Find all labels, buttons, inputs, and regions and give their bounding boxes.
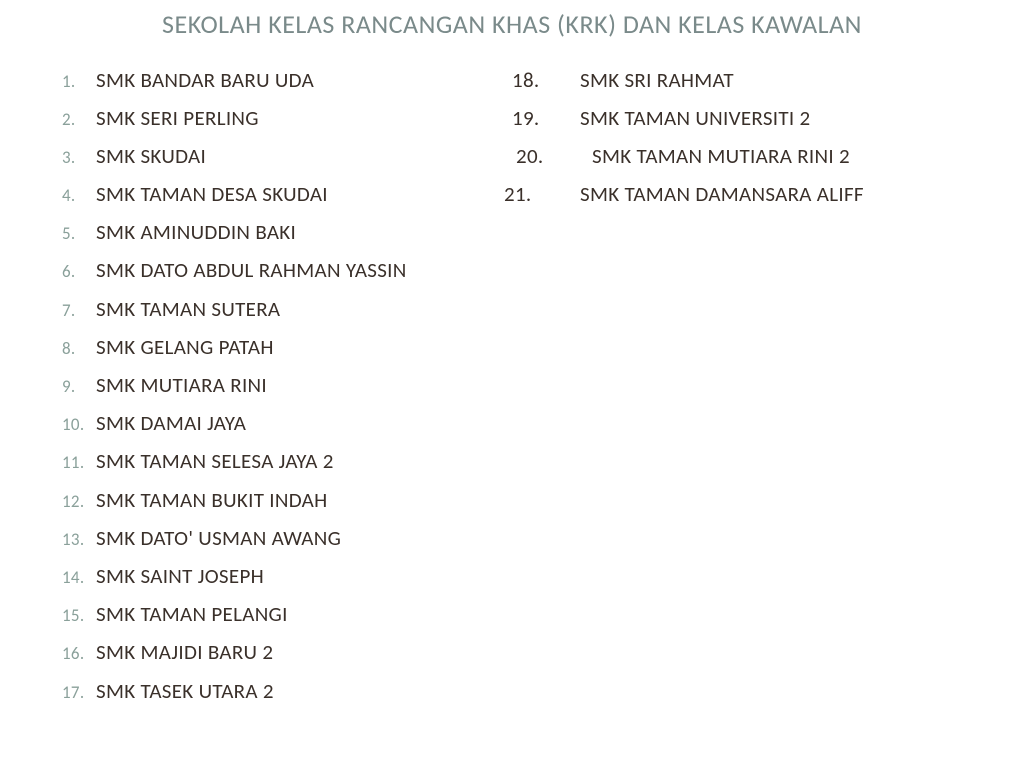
school-name: SMK TAMAN SUTERA bbox=[96, 296, 280, 322]
school-name: SMK TAMAN DAMANSARA ALIFF bbox=[580, 181, 864, 207]
list-number: 11. bbox=[62, 452, 96, 473]
right-column: 18. SMK SRI RAHMAT 19. SMK TAMAN UNIVERSITI… bbox=[512, 67, 864, 220]
list-number: 16. bbox=[62, 643, 96, 664]
list-item: 13.SMK DATO' USMAN AWANG bbox=[62, 525, 407, 563]
list-item: 21. SMK TAMAN DAMANSARA ALIFF bbox=[504, 181, 864, 219]
school-name: SMK AMINUDDIN BAKI bbox=[96, 219, 296, 245]
school-name: SMK TAMAN MUTIARA RINI 2 bbox=[592, 143, 850, 169]
school-name: SMK TAMAN DESA SKUDAI bbox=[96, 181, 328, 207]
list-item: 15.SMK TAMAN PELANGI bbox=[62, 601, 407, 639]
list-item: 5.SMK AMINUDDIN BAKI bbox=[62, 219, 407, 257]
school-name: SMK BANDAR BARU UDA bbox=[96, 67, 314, 93]
list-item: 10.SMK DAMAI JAYA bbox=[62, 410, 407, 448]
list-item: 12.SMK TAMAN BUKIT INDAH bbox=[62, 487, 407, 525]
list-item: 7.SMK TAMAN SUTERA bbox=[62, 296, 407, 334]
school-name: SMK DAMAI JAYA bbox=[96, 410, 246, 436]
list-item: 18. SMK SRI RAHMAT bbox=[512, 67, 864, 105]
list-number: 15. bbox=[62, 605, 96, 626]
list-item: 6.SMK DATO ABDUL RAHMAN YASSIN bbox=[62, 257, 407, 295]
list-number: 9. bbox=[62, 376, 96, 397]
school-name: SMK DATO ABDUL RAHMAN YASSIN bbox=[96, 257, 407, 283]
list-number: 5. bbox=[62, 223, 96, 244]
school-name: SMK TASEK UTARA 2 bbox=[96, 678, 274, 704]
school-name: SMK SKUDAI bbox=[96, 143, 206, 169]
list-number: 14. bbox=[62, 567, 96, 588]
school-name: SMK TAMAN SELESA JAYA 2 bbox=[96, 448, 334, 474]
list-item: 4.SMK TAMAN DESA SKUDAI bbox=[62, 181, 407, 219]
list-number: 4. bbox=[62, 185, 96, 206]
school-name: SMK TAMAN PELANGI bbox=[96, 601, 288, 627]
list-number: 6. bbox=[62, 261, 96, 282]
list-item: 17.SMK TASEK UTARA 2 bbox=[62, 678, 407, 716]
page-title: SEKOLAH KELAS RANCANGAN KHAS (KRK) DAN K… bbox=[102, 0, 922, 41]
list-number: 8. bbox=[62, 338, 96, 359]
list-item: 3.SMK SKUDAI bbox=[62, 143, 407, 181]
list-number: 18. bbox=[512, 67, 566, 93]
left-column: 1.SMK BANDAR BARU UDA2.SMK SERI PERLING3… bbox=[62, 67, 407, 716]
school-name: SMK TAMAN BUKIT INDAH bbox=[96, 487, 328, 513]
school-name: SMK MUTIARA RINI bbox=[96, 372, 267, 398]
list-item: 20. SMK TAMAN MUTIARA RINI 2 bbox=[516, 143, 864, 181]
list-item: 11.SMK TAMAN SELESA JAYA 2 bbox=[62, 448, 407, 486]
school-name: SMK SERI PERLING bbox=[96, 105, 259, 131]
list-item: 16.SMK MAJIDI BARU 2 bbox=[62, 639, 407, 677]
list-item: 19. SMK TAMAN UNIVERSITI 2 bbox=[512, 105, 864, 143]
list-item: 1.SMK BANDAR BARU UDA bbox=[62, 67, 407, 105]
list-number: 2. bbox=[62, 109, 96, 130]
school-name: SMK MAJIDI BARU 2 bbox=[96, 639, 273, 665]
list-number: 21. bbox=[504, 181, 558, 207]
list-number: 1. bbox=[62, 71, 96, 92]
list-number: 12. bbox=[62, 491, 96, 512]
list-item: 9.SMK MUTIARA RINI bbox=[62, 372, 407, 410]
school-name: SMK SAINT JOSEPH bbox=[96, 563, 264, 589]
school-name: SMK GELANG PATAH bbox=[96, 334, 274, 360]
list-number: 3. bbox=[62, 147, 96, 168]
list-item: 2.SMK SERI PERLING bbox=[62, 105, 407, 143]
list-number: 13. bbox=[62, 529, 96, 550]
list-number: 17. bbox=[62, 682, 96, 703]
list-item: 14.SMK SAINT JOSEPH bbox=[62, 563, 407, 601]
list-number: 20. bbox=[516, 143, 570, 169]
list-item: 8.SMK GELANG PATAH bbox=[62, 334, 407, 372]
school-name: SMK DATO' USMAN AWANG bbox=[96, 525, 341, 551]
list-number: 7. bbox=[62, 300, 96, 321]
school-name: SMK SRI RAHMAT bbox=[580, 67, 734, 93]
school-name: SMK TAMAN UNIVERSITI 2 bbox=[580, 105, 810, 131]
list-number: 10. bbox=[62, 414, 96, 435]
list-number: 19. bbox=[512, 105, 566, 131]
